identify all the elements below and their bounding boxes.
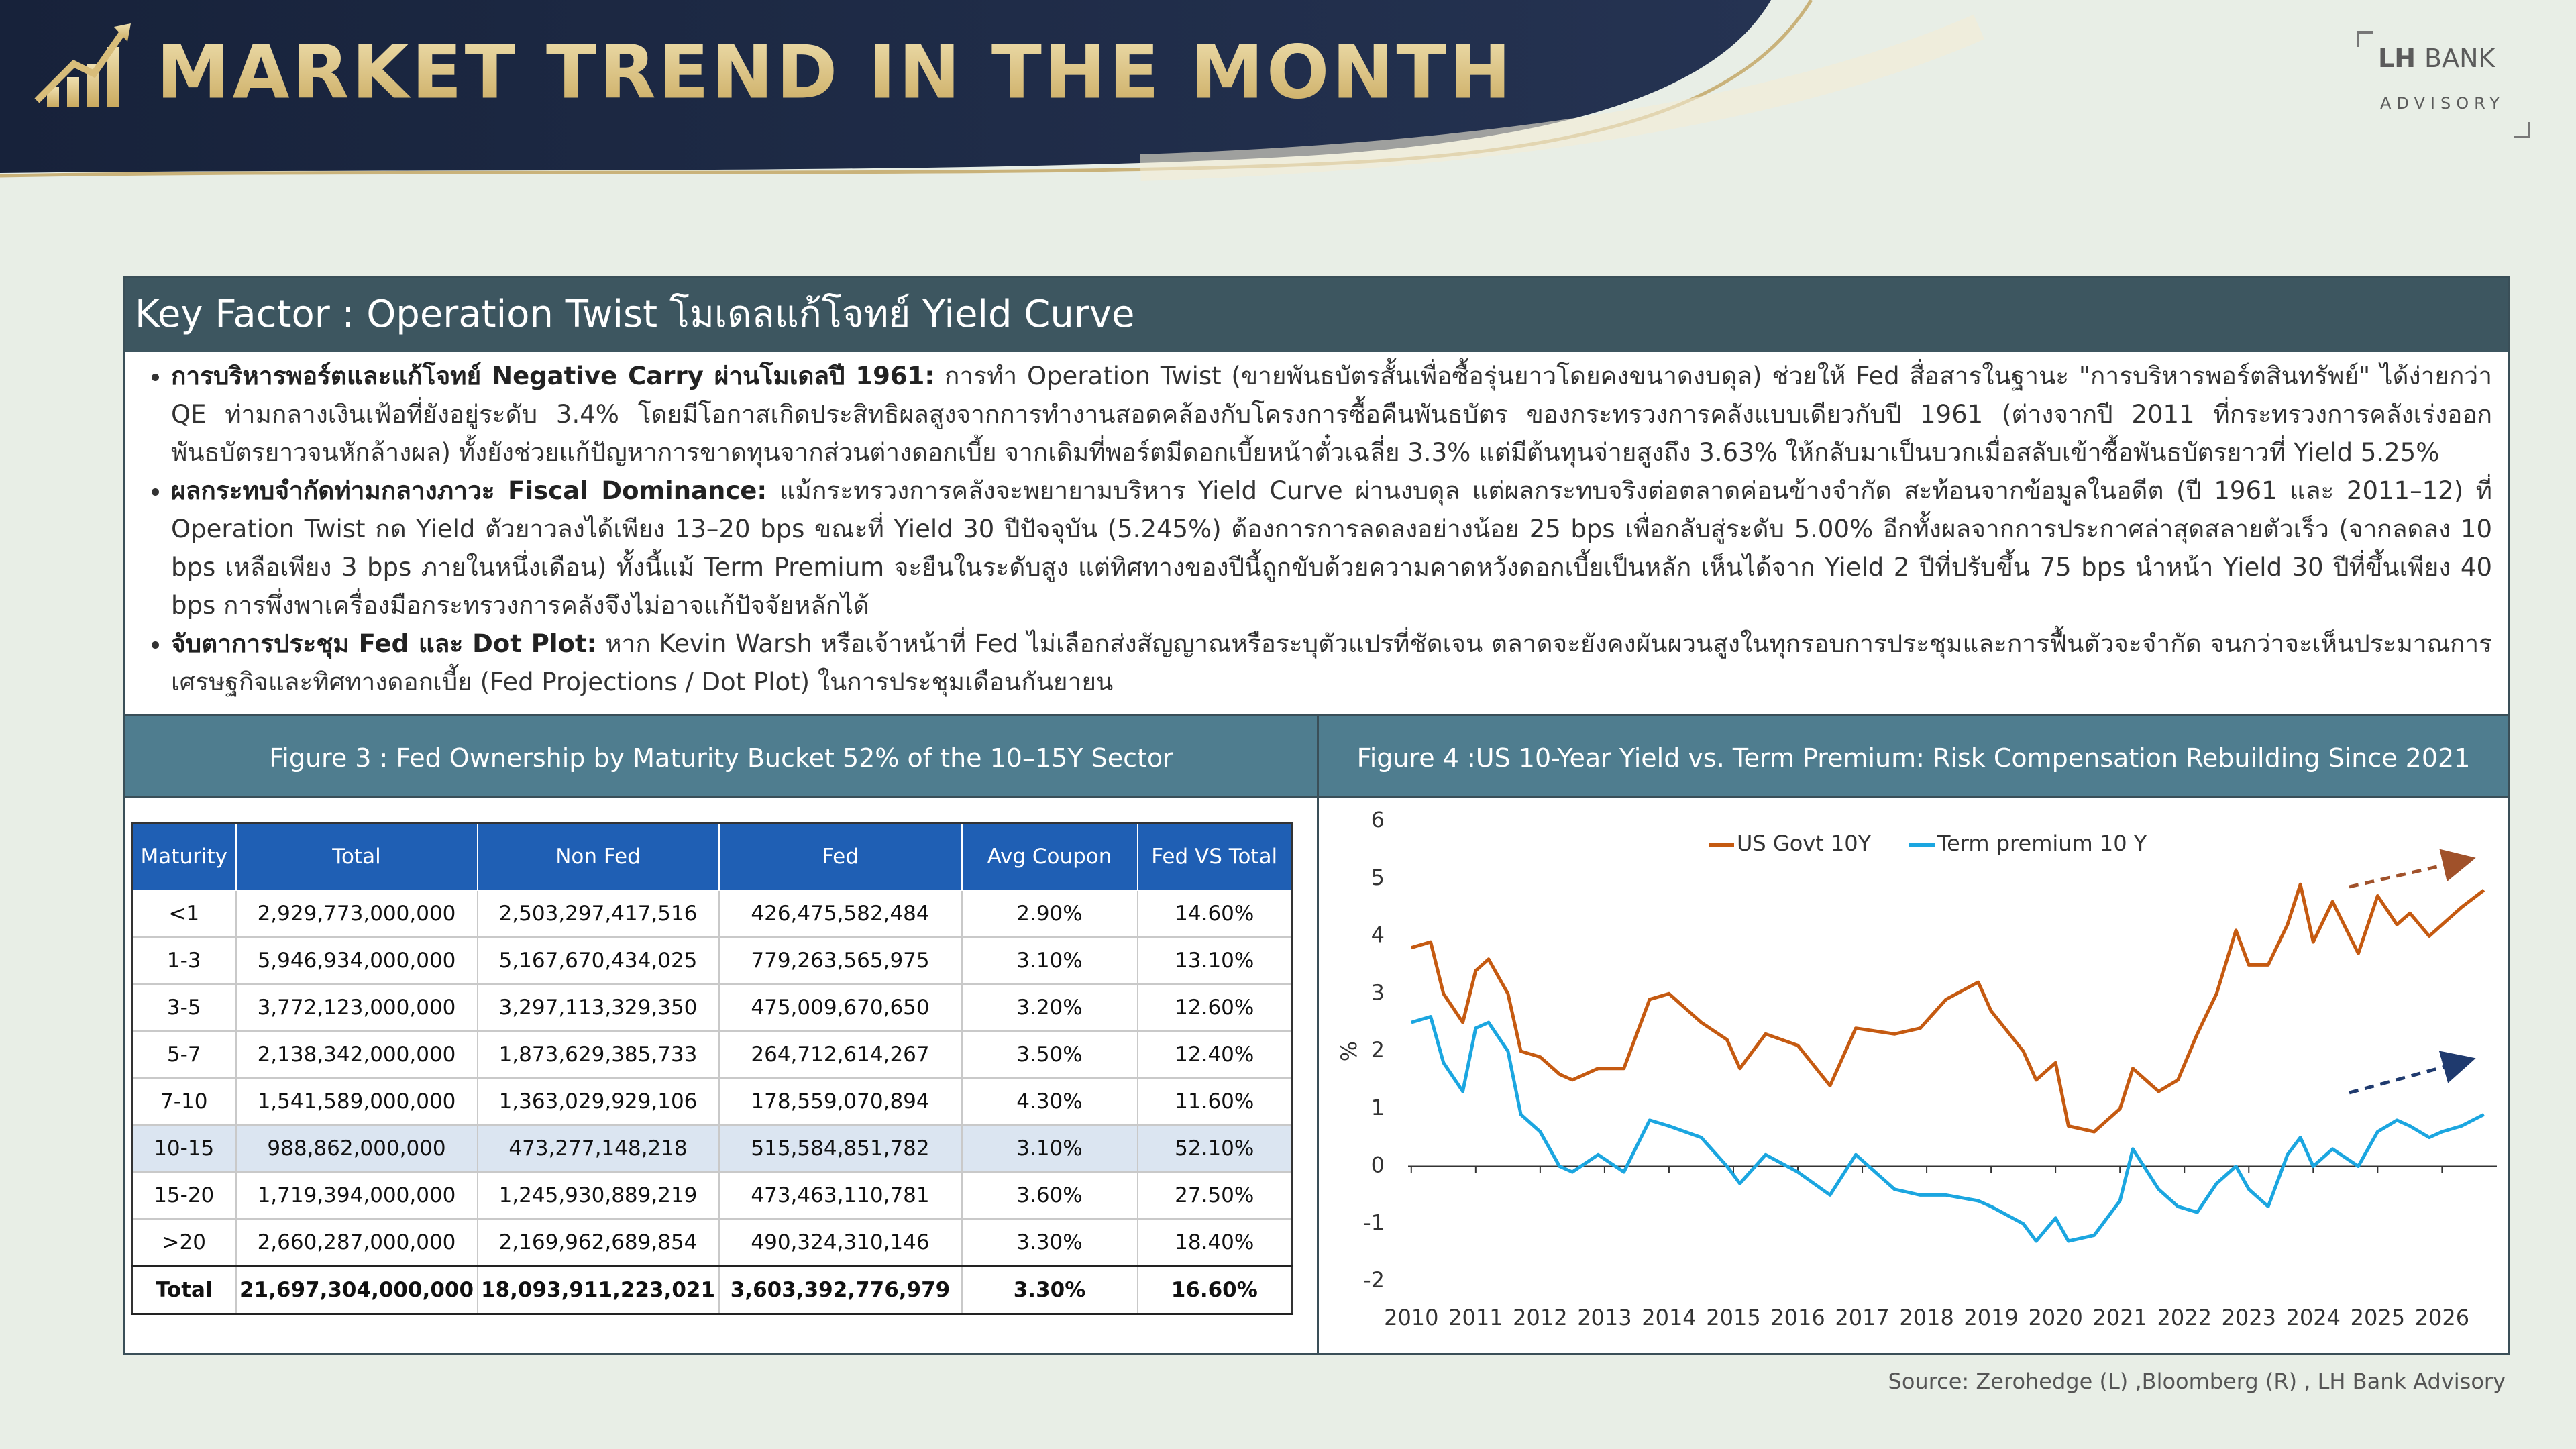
table-cell: 2.90% <box>961 890 1138 938</box>
table-cell: 1-3 <box>131 936 237 985</box>
table-cell: 2,503,297,417,516 <box>476 890 720 938</box>
table-cell: 4.30% <box>961 1077 1138 1126</box>
table-header: Maturity Total Non Fed Fed Avg Coupon Fed VS … <box>131 822 1293 891</box>
table-cell: 12.40% <box>1136 1030 1293 1079</box>
table-cell: 490,324,310,146 <box>718 1218 963 1267</box>
table-cell: 3.10% <box>961 936 1138 985</box>
table-cell: 426,475,582,484 <box>718 890 963 938</box>
table-cell: 13.10% <box>1136 936 1293 985</box>
bullet: จับตาการประชุม Fed และ Dot Plot: หาก Kev… <box>171 625 2492 701</box>
table-header-cell: Maturity <box>131 822 237 891</box>
figure-title: Figure 3 : Fed Ownership by Maturity Buc… <box>125 714 1317 798</box>
table-cell: 779,263,565,975 <box>718 936 963 985</box>
page-title: MARKET TREND IN THE MONTH <box>156 29 1514 115</box>
table-cell: 1,873,629,385,733 <box>476 1030 720 1079</box>
table-cell: 15-20 <box>131 1171 237 1220</box>
table-cell: 3,297,113,329,350 <box>476 983 720 1032</box>
table-body: <1 2,929,773,000,000 2,503,297,417,516 426,… <box>131 890 1293 1315</box>
table-cell: 264,712,614,267 <box>718 1030 963 1079</box>
table-header-cell: Avg Coupon <box>961 822 1138 891</box>
table-cell: 475,009,670,650 <box>718 983 963 1032</box>
table-cell: 12.60% <box>1136 983 1293 1032</box>
divider <box>1317 714 1319 1355</box>
table-cell: 52.10% <box>1136 1124 1293 1173</box>
table-cell: <1 <box>131 890 237 938</box>
section-title: Key Factor : Operation Twist โมเดลแก้โจท… <box>125 278 2508 352</box>
source-note: Source: Zerohedge (L) ,Bloomberg (R) , L… <box>1888 1368 2506 1394</box>
bullet: ผลกระทบจำกัดท่ามกลางภาวะ Fiscal Dominanc… <box>171 472 2492 625</box>
table-row: <1 2,929,773,000,000 2,503,297,417,516 426,… <box>131 890 1293 938</box>
bullet-heading: ผลกระทบจำกัดท่ามกลางภาวะ Fiscal Dominanc… <box>171 476 767 505</box>
content-box: Key Factor : Operation Twist โมเดลแก้โจท… <box>123 276 2510 1355</box>
header-curve <box>1140 14 1985 181</box>
table-cell: 18,093,911,223,021 <box>476 1265 720 1315</box>
bullet-heading: จับตาการประชุม Fed และ Dot Plot: <box>171 629 597 658</box>
bullet-text: หาก Kevin Warsh หรือเจ้าหน้าที่ Fed ไม่เ… <box>171 629 2492 696</box>
table-cell: >20 <box>131 1218 237 1267</box>
table-cell: 2,660,287,000,000 <box>235 1218 478 1267</box>
table-row: >20 2,660,287,000,000 2,169,962,689,854 490… <box>131 1218 1293 1267</box>
table-cell: 3.60% <box>961 1171 1138 1220</box>
table-cell: 3.20% <box>961 983 1138 1032</box>
table-cell: 1,363,029,929,106 <box>476 1077 720 1126</box>
table-cell: 18.40% <box>1136 1218 1293 1267</box>
table-cell: 10-15 <box>131 1124 237 1173</box>
table-cell: 27.50% <box>1136 1171 1293 1220</box>
table-cell: Total <box>131 1265 237 1315</box>
table-cell: 178,559,070,894 <box>718 1077 963 1126</box>
table-cell: 3.30% <box>961 1218 1138 1267</box>
logo: LH BANK ADVISORY <box>2357 31 2530 138</box>
header-icon <box>34 23 131 107</box>
bullets: การบริหารพอร์ตและแก้โจทย์ Negative Carry… <box>138 357 2492 701</box>
table-cell: 16.60% <box>1136 1265 1293 1315</box>
table-cell: 7-10 <box>131 1077 237 1126</box>
table-cell: 2,169,962,689,854 <box>476 1218 720 1267</box>
table-header-cell: Fed VS Total <box>1136 822 1293 891</box>
table-cell: 3.10% <box>961 1124 1138 1173</box>
bullet-heading: การบริหารพอร์ตและแก้โจทย์ Negative Carry… <box>171 362 935 390</box>
data-table: Maturity Total Non Fed Fed Avg Coupon Fed VS … <box>131 822 1293 1315</box>
table-cell: 3,603,392,776,979 <box>718 1265 963 1315</box>
table-header-cell: Total <box>235 822 478 891</box>
table-cell: 11.60% <box>1136 1077 1293 1126</box>
table-cell: 515,584,851,782 <box>718 1124 963 1173</box>
table-cell: 3.50% <box>961 1030 1138 1079</box>
table-row: 7-10 1,541,589,000,000 1,363,029,929,106 17… <box>131 1077 1293 1126</box>
header-shape <box>0 0 1771 173</box>
header-banner: MARKET TREND IN THE MONTH LH BANK ADVISO… <box>0 0 2530 181</box>
table-row: 1-3 5,946,934,000,000 5,167,670,434,025 779… <box>131 936 1293 985</box>
table-row: 5-7 2,138,342,000,000 1,873,629,385,733 264… <box>131 1030 1293 1079</box>
bullet-text: แม้กระทรวงการคลังจะพยายามบริหาร Yield Cu… <box>171 476 2492 620</box>
table-cell: 1,719,394,000,000 <box>235 1171 478 1220</box>
table-cell: 473,277,148,218 <box>476 1124 720 1173</box>
table-row: 15-20 1,719,394,000,000 1,245,930,889,219 4… <box>131 1171 1293 1220</box>
table-cell: 14.60% <box>1136 890 1293 938</box>
table-cell: 3.30% <box>961 1265 1138 1315</box>
bullet-text: การทำ Operation Twist (ขายพันธบัตรสั้นเพ… <box>171 362 2492 467</box>
logo-secondary: BANK <box>2424 44 2496 73</box>
table-cell: 988,862,000,000 <box>235 1124 478 1173</box>
table-cell: 5-7 <box>131 1030 237 1079</box>
table-cell: 2,138,342,000,000 <box>235 1030 478 1079</box>
bullet: การบริหารพอร์ตและแก้โจทย์ Negative Carry… <box>171 357 2492 472</box>
table-row: 10-15 988,862,000,000 473,277,148,218 515,5… <box>131 1124 1293 1173</box>
table-cell: 1,541,589,000,000 <box>235 1077 478 1126</box>
figure-title: Figure 4 :US 10-Year Yield vs. Term Prem… <box>1319 714 2508 798</box>
logo-tagline: ADVISORY <box>2380 94 2505 113</box>
table-row: 3-5 3,772,123,000,000 3,297,113,329,350 475… <box>131 983 1293 1032</box>
table-header-cell: Fed <box>718 822 963 891</box>
table-cell: 21,697,304,000,000 <box>235 1265 478 1315</box>
table-header-cell: Non Fed <box>476 822 720 891</box>
table-cell: 1,245,930,889,219 <box>476 1171 720 1220</box>
table-cell: 5,946,934,000,000 <box>235 936 478 985</box>
table-cell: 473,463,110,781 <box>718 1171 963 1220</box>
table-cell: 3,772,123,000,000 <box>235 983 478 1032</box>
logo-primary: LH <box>2378 44 2416 73</box>
table-cell: 3-5 <box>131 983 237 1032</box>
table-cell: 5,167,670,434,025 <box>476 936 720 985</box>
bullet-list: การบริหารพอร์ตและแก้โจทย์ Negative Carry… <box>138 357 2492 712</box>
table-row: Total 21,697,304,000,000 18,093,911,223,02… <box>131 1265 1293 1315</box>
table-cell: 2,929,773,000,000 <box>235 890 478 938</box>
